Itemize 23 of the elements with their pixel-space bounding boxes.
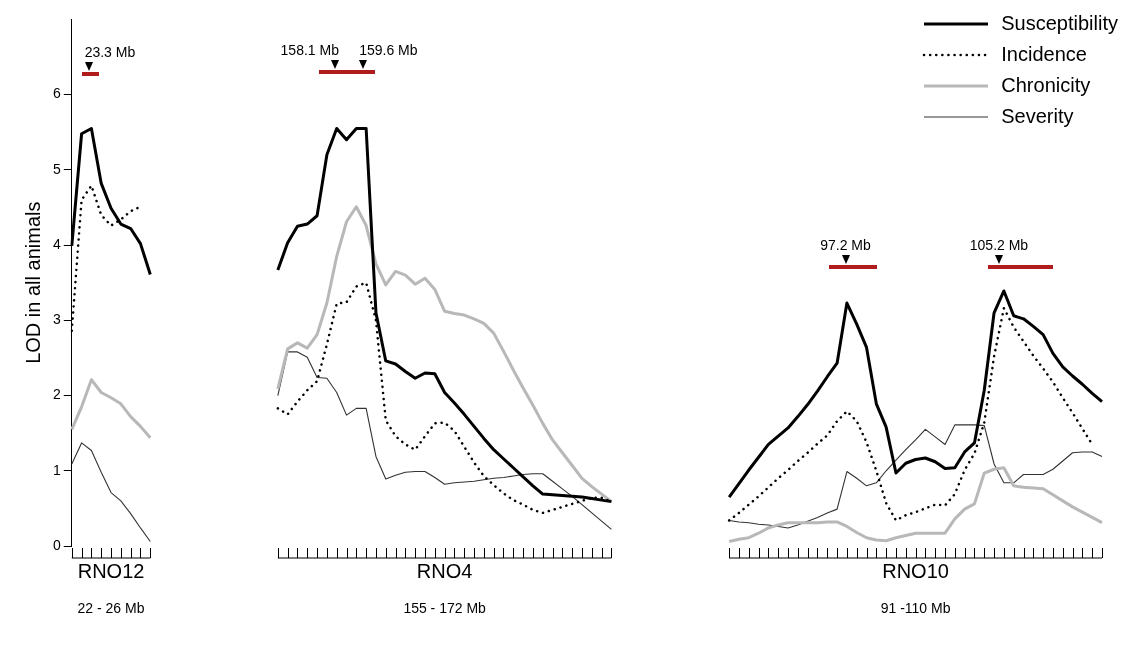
text: 22 - 26 Mb [77,600,145,616]
annotation: 159.6 Mb [359,42,418,59]
legend-label: Incidence [1001,42,1087,67]
y-tick-label: 0 [52,536,61,553]
legend-label: Chronicity [1001,73,1091,98]
x-tick-label: RNO10 [882,559,949,582]
annotation: 23.3 Mb [84,43,136,60]
annotation: 105.2 Mb [969,236,1029,253]
y-tick-label: 3 [52,311,61,328]
text: 91 -110 Mb [880,600,951,616]
y-tick-label: 6 [52,85,61,102]
legend-label: Susceptibility [1001,11,1118,36]
x-tick-label: RNO4 [416,559,473,582]
annotation: 97.2 Mb [820,236,871,253]
y-axis-title: LOD in all animals [21,201,44,364]
y-tick-label: 2 [52,386,61,403]
legend-label: Severity [1001,104,1074,129]
y-tick-label: 1 [52,461,61,478]
y-tick-label: 5 [52,160,61,177]
annotation: 158.1 Mb [280,42,339,59]
text: 155 - 172 Mb [403,600,486,616]
y-tick-label: 4 [52,235,61,252]
x-tick-label: RNO12 [77,559,145,582]
